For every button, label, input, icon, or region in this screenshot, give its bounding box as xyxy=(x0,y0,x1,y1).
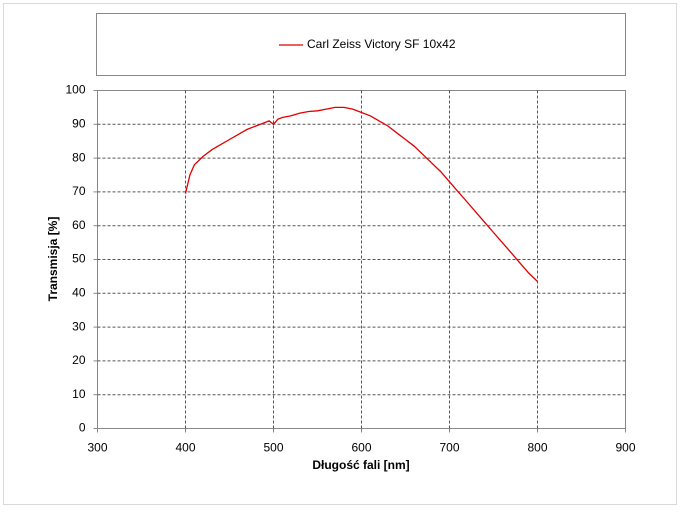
y-tick-label: 10 xyxy=(72,387,86,401)
y-tick-label: 0 xyxy=(79,421,86,435)
legend-label: Carl Zeiss Victory SF 10x42 xyxy=(307,37,456,51)
x-tick-label: 900 xyxy=(615,441,635,455)
y-tick-label: 30 xyxy=(72,319,86,333)
y-tick-label: 20 xyxy=(72,353,86,367)
y-tick-label: 100 xyxy=(65,83,85,97)
y-tick-label: 80 xyxy=(72,150,86,164)
y-tick-label: 50 xyxy=(72,252,86,266)
x-tick-label: 700 xyxy=(439,441,459,455)
x-axis-label: Długość fali [nm] xyxy=(312,458,409,472)
y-axis-label: Transmisja [%] xyxy=(46,217,60,302)
x-tick-label: 400 xyxy=(175,441,195,455)
legend-box xyxy=(96,13,626,76)
y-tick-label: 70 xyxy=(72,184,86,198)
x-tick-label: 500 xyxy=(263,441,283,455)
x-tick-label: 300 xyxy=(87,441,107,455)
data-line xyxy=(184,106,538,282)
y-tick-label: 60 xyxy=(72,218,86,232)
x-tick-label: 600 xyxy=(351,441,371,455)
y-tick-label: 90 xyxy=(72,116,86,130)
y-tick-label: 40 xyxy=(72,285,86,299)
x-tick-label: 800 xyxy=(527,441,547,455)
